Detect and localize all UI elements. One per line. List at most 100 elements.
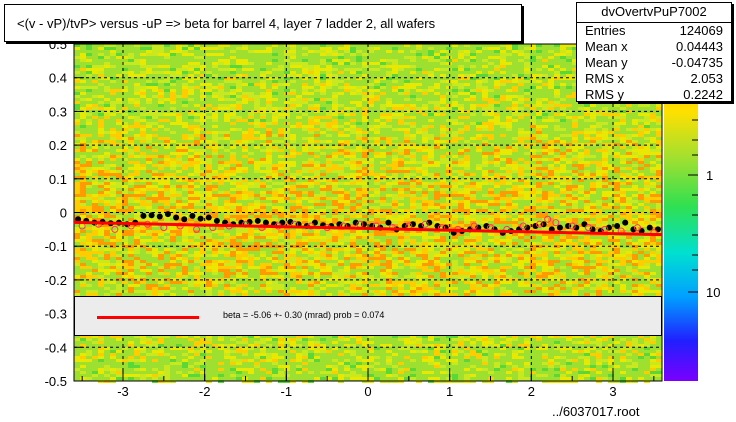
heatmap-cell — [224, 191, 230, 194]
heatmap-cell — [476, 125, 482, 128]
heatmap-cell — [230, 158, 236, 161]
heatmap-cell — [608, 239, 614, 242]
heatmap-cell — [380, 161, 386, 164]
heatmap-cell — [506, 89, 512, 92]
heatmap-cell — [164, 251, 170, 254]
heatmap-cell — [98, 233, 104, 236]
heatmap-cell — [242, 260, 248, 263]
heatmap-cell — [236, 107, 242, 110]
heatmap-cell — [92, 104, 98, 107]
heatmap-cell — [404, 161, 410, 164]
heatmap-cell — [626, 248, 632, 251]
heatmap-cell — [206, 173, 212, 176]
heatmap-cell — [494, 95, 500, 98]
heatmap-cell — [416, 221, 422, 224]
heatmap-cell — [140, 206, 146, 209]
heatmap-cell — [296, 248, 302, 251]
heatmap-cell — [104, 248, 110, 251]
heatmap-cell — [236, 209, 242, 212]
heatmap-cell — [224, 272, 230, 275]
heatmap-cell — [476, 89, 482, 92]
heatmap-cell — [194, 65, 200, 68]
heatmap-cell — [98, 227, 104, 230]
heatmap-cell — [230, 206, 236, 209]
heatmap-cell — [650, 224, 656, 227]
heatmap-cell — [200, 170, 206, 173]
heatmap-cell — [86, 47, 92, 50]
heatmap-cell — [122, 275, 128, 278]
heatmap-cell — [170, 83, 176, 86]
heatmap-cell — [422, 269, 428, 272]
heatmap-cell — [224, 254, 230, 257]
heatmap-cell — [650, 197, 656, 200]
heatmap-cell — [98, 122, 104, 125]
heatmap-cell — [344, 257, 350, 260]
heatmap-cell — [524, 266, 530, 269]
heatmap-cell — [266, 218, 272, 221]
heatmap-cell — [542, 83, 548, 86]
heatmap-cell — [80, 134, 86, 137]
heatmap-cell — [428, 287, 434, 290]
heatmap-cell — [248, 134, 254, 137]
heatmap-cell — [536, 176, 542, 179]
heatmap-cell — [512, 119, 518, 122]
heatmap-cell — [638, 290, 644, 293]
heatmap-cell — [494, 113, 500, 116]
heatmap-cell — [536, 167, 542, 170]
heatmap-cell — [380, 188, 386, 191]
heatmap-cell — [512, 146, 518, 149]
heatmap-cell — [530, 80, 536, 83]
heatmap-cell — [554, 119, 560, 122]
heatmap-cell — [632, 185, 638, 188]
heatmap-cell — [230, 128, 236, 131]
heatmap-cell — [350, 188, 356, 191]
heatmap-cell — [206, 47, 212, 50]
heatmap-cell — [146, 122, 152, 125]
heatmap-cell — [224, 212, 230, 215]
heatmap-cell — [74, 104, 80, 107]
heatmap-cell — [278, 227, 284, 230]
heatmap-cell — [350, 161, 356, 164]
heatmap-cell — [356, 149, 362, 152]
heatmap-cell — [362, 254, 368, 257]
heatmap-cell — [86, 206, 92, 209]
heatmap-cell — [488, 200, 494, 203]
heatmap-cell — [560, 188, 566, 191]
heatmap-cell — [158, 47, 164, 50]
heatmap-cell — [356, 89, 362, 92]
heatmap-cell — [530, 248, 536, 251]
heatmap-cell — [446, 86, 452, 89]
heatmap-cell — [134, 248, 140, 251]
heatmap-cell — [428, 50, 434, 53]
heatmap-cell — [494, 203, 500, 206]
heatmap-cell — [200, 242, 206, 245]
heatmap-cell — [644, 215, 650, 218]
heatmap-cell — [356, 71, 362, 74]
heatmap-cell — [266, 92, 272, 95]
heatmap-cell — [506, 200, 512, 203]
heatmap-cell — [320, 263, 326, 266]
heatmap-cell — [284, 107, 290, 110]
heatmap-cell — [290, 47, 296, 50]
heatmap-cell — [404, 212, 410, 215]
heatmap-cell — [134, 44, 140, 47]
heatmap-cell — [254, 194, 260, 197]
heatmap-cell — [584, 107, 590, 110]
heatmap-cell — [194, 149, 200, 152]
heatmap-cell — [446, 248, 452, 251]
heatmap-cell — [608, 152, 614, 155]
heatmap-cell — [356, 287, 362, 290]
heatmap-cell — [458, 122, 464, 125]
heatmap-cell — [170, 101, 176, 104]
heatmap-cell — [98, 161, 104, 164]
heatmap-cell — [524, 281, 530, 284]
heatmap-cell — [284, 113, 290, 116]
heatmap-cell — [572, 290, 578, 293]
heatmap-cell — [296, 95, 302, 98]
heatmap-cell — [332, 200, 338, 203]
heatmap-cell — [320, 212, 326, 215]
heatmap-cell — [230, 116, 236, 119]
heatmap-cell — [566, 170, 572, 173]
heatmap-cell — [260, 137, 266, 140]
heatmap-cell — [236, 263, 242, 266]
